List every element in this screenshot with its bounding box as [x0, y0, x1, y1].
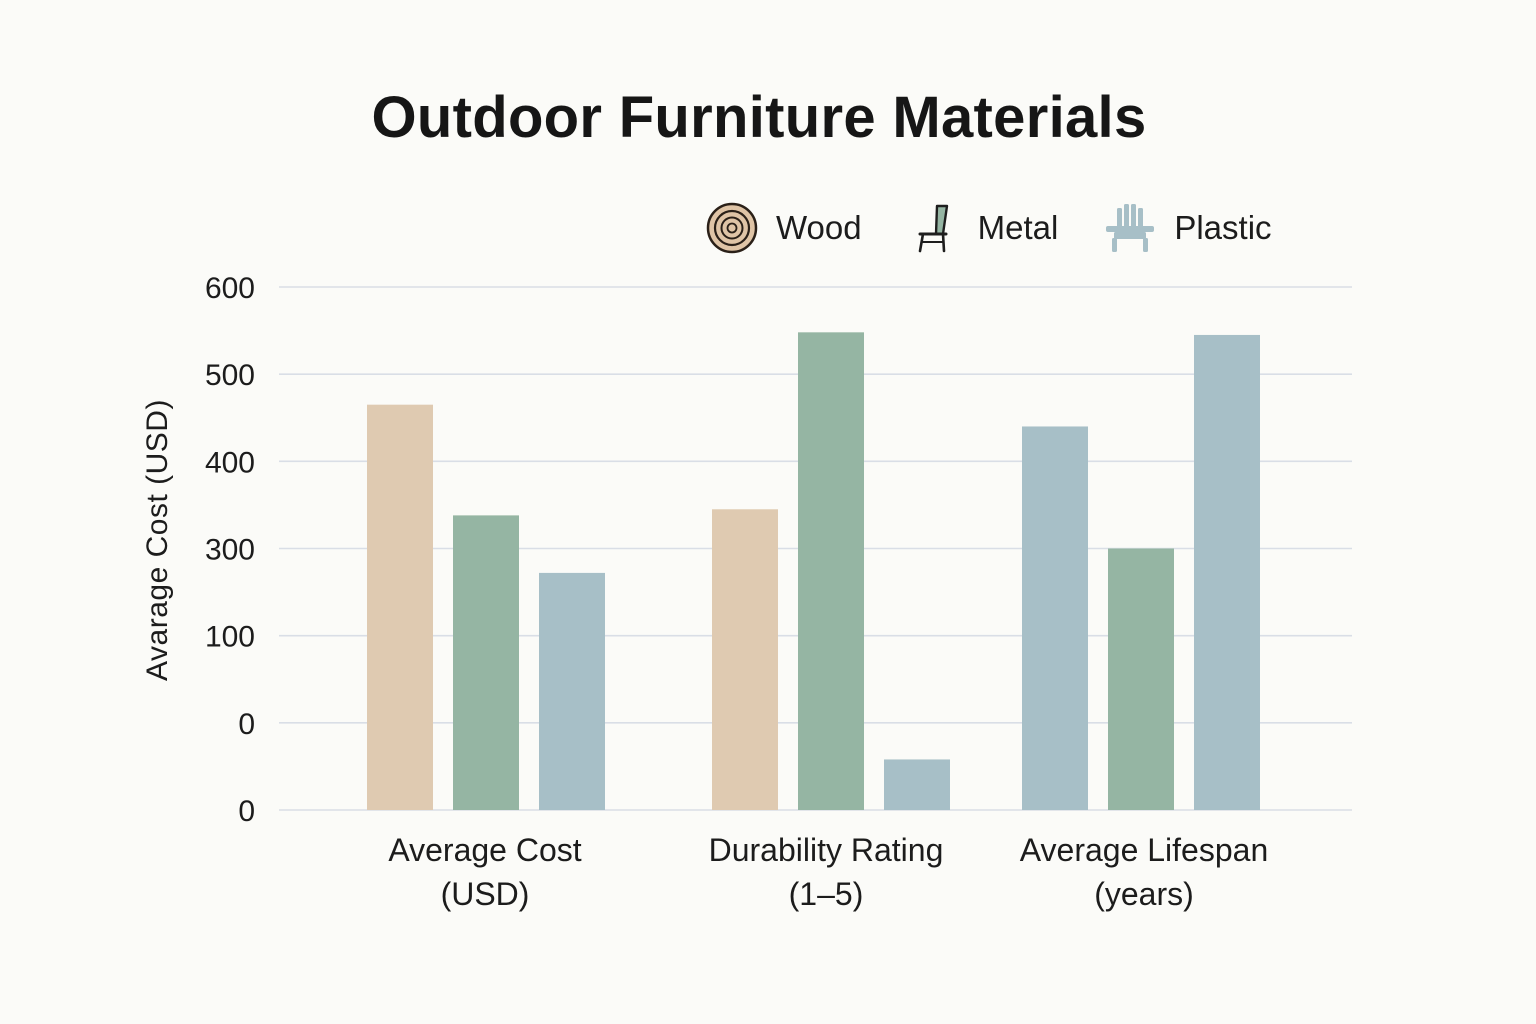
legend-item-metal: Metal	[906, 200, 1059, 256]
legend: Wood Metal Plastic	[704, 198, 1272, 258]
legend-item-plastic: Plastic	[1102, 200, 1272, 256]
bar-metal	[1108, 548, 1174, 810]
category-label-line1: Average Lifespan	[1019, 832, 1269, 868]
category-label-average-cost: Average Cost (USD)	[325, 828, 645, 916]
bar-wood	[712, 509, 778, 810]
category-label-lifespan: Average Lifespan (years)	[984, 828, 1304, 916]
category-label-durability: Durability Rating (1–5)	[666, 828, 986, 916]
bar-plastic	[539, 572, 605, 810]
y-axis-title: Avarage Cost (USD)	[141, 399, 174, 681]
bar-plastic	[1194, 334, 1260, 810]
bar-wood	[367, 404, 433, 810]
category-label-line1: Durability Rating	[708, 832, 944, 868]
y-tick-label: 600	[205, 272, 255, 305]
category-label-line2: (years)	[1094, 876, 1194, 912]
y-tick-label: 400	[205, 446, 255, 479]
category-label-line2: (1–5)	[788, 876, 864, 912]
y-tick-label: 500	[205, 359, 255, 392]
y-tick-label: 0	[238, 708, 255, 741]
chair-icon	[918, 204, 948, 253]
bar-metal	[453, 515, 519, 810]
bar-metal	[798, 332, 864, 810]
category-label-line2: (USD)	[440, 876, 530, 912]
legend-item-wood: Wood	[704, 200, 862, 256]
legend-label-plastic: Plastic	[1174, 209, 1272, 246]
wood-rings-icon	[706, 202, 758, 254]
category-label-line1: Average Cost	[388, 832, 582, 868]
y-tick-label: 0	[238, 795, 255, 828]
bar-wood	[1022, 426, 1088, 810]
bar-plastic	[884, 759, 950, 810]
y-tick-label: 100	[205, 621, 255, 654]
adirondack-chair-icon	[1106, 204, 1155, 252]
chart-title: Outdoor Furniture Materials	[371, 85, 1147, 150]
y-tick-label: 300	[205, 534, 255, 567]
legend-label-metal: Metal	[977, 209, 1059, 246]
legend-label-wood: Wood	[776, 209, 862, 246]
